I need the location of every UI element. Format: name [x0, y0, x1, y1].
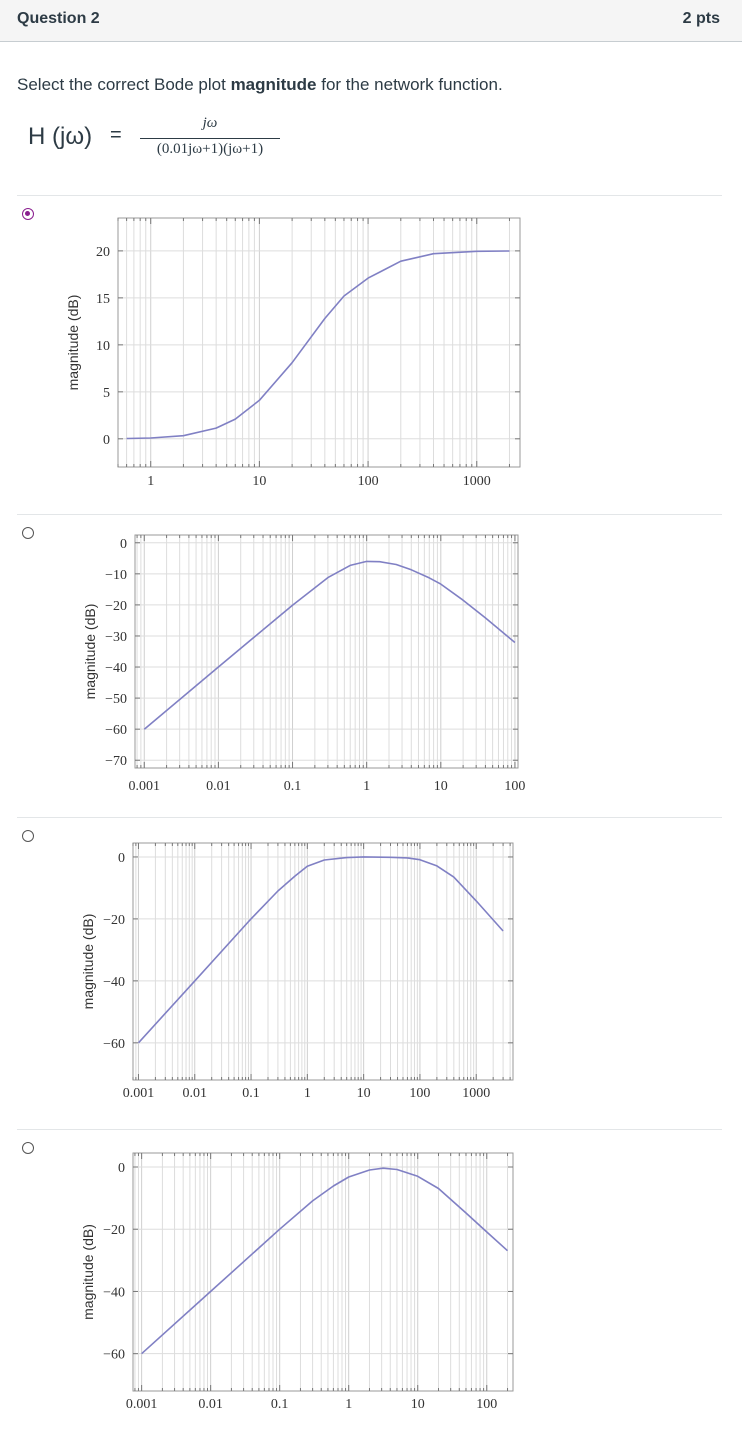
y-tick-label: 15 — [96, 292, 110, 307]
plot-frame — [132, 1152, 514, 1392]
x-tick-label: 0.001 — [126, 1397, 158, 1412]
formula-fraction-bar — [140, 138, 280, 139]
y-tick-label: −40 — [103, 1285, 125, 1300]
x-tick-label: 10 — [252, 474, 266, 489]
x-tick-label: 100 — [476, 1397, 497, 1412]
y-tick-label: 10 — [96, 339, 110, 354]
bode-plot-option-3[interactable]: 0.001 0.01 0.1 1 10 100 1000 0 −20 −40 −60 magnitud… — [50, 835, 530, 1110]
y-tick-label: −40 — [103, 975, 125, 990]
magnitude-series-line — [143, 560, 516, 730]
formula-numerator: jω — [202, 115, 218, 131]
question-points: 2 pts — [682, 10, 720, 27]
x-tick-label: 1000 — [463, 474, 491, 489]
x-tick-label: 1000 — [462, 1086, 490, 1101]
option-divider — [17, 817, 722, 818]
option-divider — [17, 514, 722, 515]
magnitude-series-line — [137, 856, 504, 1044]
prompt-text-after: for the network function. — [316, 75, 503, 94]
answer-radio-1[interactable] — [22, 208, 34, 220]
bode-plot-option-1[interactable]: 1 10 100 1000 0 5 10 15 20 magnitude (dB) — [55, 205, 535, 495]
y-tick-label: −10 — [105, 568, 127, 583]
x-tick-label: 0.1 — [242, 1086, 260, 1101]
y-axis-label: magnitude (dB) — [82, 604, 98, 700]
x-tick-label: 0.001 — [123, 1086, 154, 1101]
x-tick-label: 0.1 — [271, 1397, 289, 1412]
x-tick-label: 0.001 — [129, 779, 161, 794]
y-tick-label: −60 — [103, 1037, 125, 1052]
y-tick-label: −70 — [105, 754, 127, 769]
y-tick-label: −20 — [103, 913, 125, 928]
x-tick-label: 10 — [411, 1397, 425, 1412]
question-header: Question 2 2 pts — [0, 0, 742, 42]
plot-frame — [132, 842, 514, 1081]
plot-frame — [134, 534, 519, 769]
question-prompt: Select the correct Bode plot magnitude f… — [17, 75, 503, 95]
bode-plot-option-2[interactable]: 0.001 0.01 0.1 1 10 100 0 −10 −20 −30 −40 −50 −60 −70… — [55, 525, 535, 805]
network-function-formula: H (jω) = jω (0.01jω+1)(jω+1) — [28, 115, 328, 165]
question-title: Question 2 — [17, 10, 100, 27]
formula-equals: = — [110, 124, 122, 146]
y-tick-label: 5 — [103, 386, 110, 401]
answer-radio-4[interactable] — [22, 1142, 34, 1154]
x-tick-label: 100 — [409, 1086, 430, 1101]
y-axis-label: magnitude (dB) — [80, 1224, 96, 1320]
x-tick-label: 10 — [434, 779, 448, 794]
y-tick-label: 0 — [118, 851, 125, 866]
y-tick-label: 0 — [120, 537, 127, 552]
y-tick-label: −40 — [105, 661, 127, 676]
x-tick-label: 100 — [358, 474, 379, 489]
y-tick-label: 20 — [96, 245, 110, 260]
y-tick-label: −20 — [105, 599, 127, 614]
answer-radio-2[interactable] — [22, 527, 34, 539]
y-tick-label: −30 — [105, 630, 127, 645]
y-tick-label: −50 — [105, 692, 127, 707]
x-tick-label: 1 — [345, 1397, 352, 1412]
y-axis-label: magnitude (dB) — [65, 295, 81, 391]
x-tick-label: 0.01 — [198, 1397, 223, 1412]
answer-radio-3[interactable] — [22, 830, 34, 842]
formula-denominator: (0.01jω+1)(jω+1) — [156, 141, 264, 157]
prompt-text-before: Select the correct Bode plot — [17, 75, 231, 94]
formula-lhs: H (jω) — [28, 123, 93, 150]
x-tick-label: 0.01 — [206, 779, 231, 794]
y-tick-label: −60 — [105, 723, 127, 738]
x-tick-label: 1 — [304, 1086, 311, 1101]
x-tick-label: 10 — [357, 1086, 371, 1101]
y-tick-label: −20 — [103, 1223, 125, 1238]
option-divider — [17, 195, 722, 196]
magnitude-series-line — [126, 250, 510, 440]
y-tick-label: 0 — [103, 433, 110, 448]
bode-plot-option-4[interactable]: 0.001 0.01 0.1 1 10 100 0 −20 −40 −60 magnitude (d… — [50, 1145, 530, 1420]
plot-background — [133, 843, 513, 1080]
option-divider — [17, 1129, 722, 1130]
prompt-text-bold: magnitude — [230, 75, 317, 94]
y-tick-label: 0 — [118, 1161, 125, 1176]
plot-background — [135, 535, 518, 768]
magnitude-series-line — [141, 1167, 509, 1355]
y-tick-label: −60 — [103, 1348, 125, 1363]
x-tick-label: 0.01 — [183, 1086, 208, 1101]
x-tick-label: 1 — [363, 779, 370, 794]
y-axis-label: magnitude (dB) — [80, 914, 96, 1010]
x-tick-label: 0.1 — [284, 779, 302, 794]
x-tick-label: 1 — [147, 474, 154, 489]
plot-frame — [117, 217, 521, 468]
x-tick-label: 100 — [504, 779, 525, 794]
